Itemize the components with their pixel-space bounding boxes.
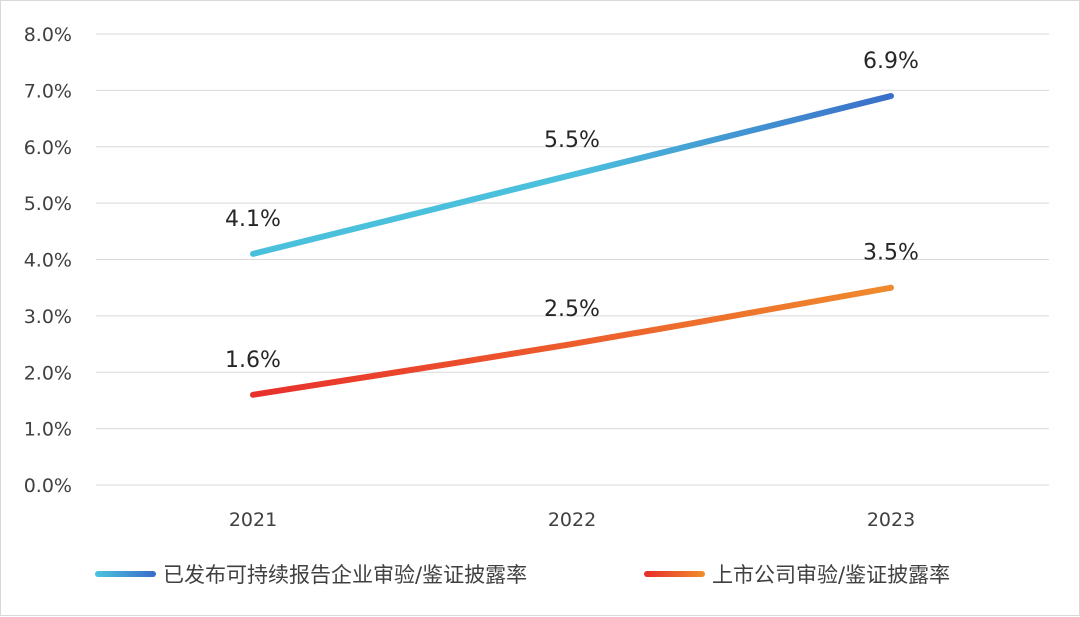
y-tick-label: 8.0% xyxy=(24,24,72,46)
y-tick-label: 6.0% xyxy=(24,137,72,159)
series-lines xyxy=(250,93,894,398)
x-tick-label: 2023 xyxy=(867,509,915,531)
data-label: 6.9% xyxy=(863,49,919,74)
data-label: 5.5% xyxy=(544,128,600,153)
legend-label: 上市公司审验/鉴证披露率 xyxy=(712,563,950,587)
legend: 已发布可持续报告企业审验/鉴证披露率 上市公司审验/鉴证披露率 xyxy=(95,563,950,587)
gridlines xyxy=(96,33,1049,486)
series-line-0 xyxy=(250,93,894,257)
data-labels: 4.1% 5.5% 6.9% 1.6% 2.5% 3.5% xyxy=(225,49,919,373)
data-label: 3.5% xyxy=(863,241,919,266)
y-tick-label: 0.0% xyxy=(24,475,72,497)
y-tick-label: 2.0% xyxy=(24,362,72,384)
y-tick-label: 1.0% xyxy=(24,419,72,441)
x-axis-ticks: 2021 2022 2023 xyxy=(229,509,915,531)
x-tick-label: 2022 xyxy=(548,509,596,531)
data-label: 1.6% xyxy=(225,348,281,373)
y-tick-label: 7.0% xyxy=(24,80,72,102)
data-label: 4.1% xyxy=(225,207,281,232)
legend-label: 已发布可持续报告企业审验/鉴证披露率 xyxy=(163,563,527,587)
y-axis-ticks: 0.0% 1.0% 2.0% 3.0% 4.0% 5.0% 6.0% 7.0% 8.0% xyxy=(24,24,72,497)
y-tick-label: 4.0% xyxy=(24,250,72,272)
y-tick-label: 5.0% xyxy=(24,193,72,215)
x-tick-label: 2021 xyxy=(229,509,277,531)
series-line-1 xyxy=(250,284,894,398)
data-label: 2.5% xyxy=(544,297,600,322)
y-tick-label: 3.0% xyxy=(24,306,72,328)
